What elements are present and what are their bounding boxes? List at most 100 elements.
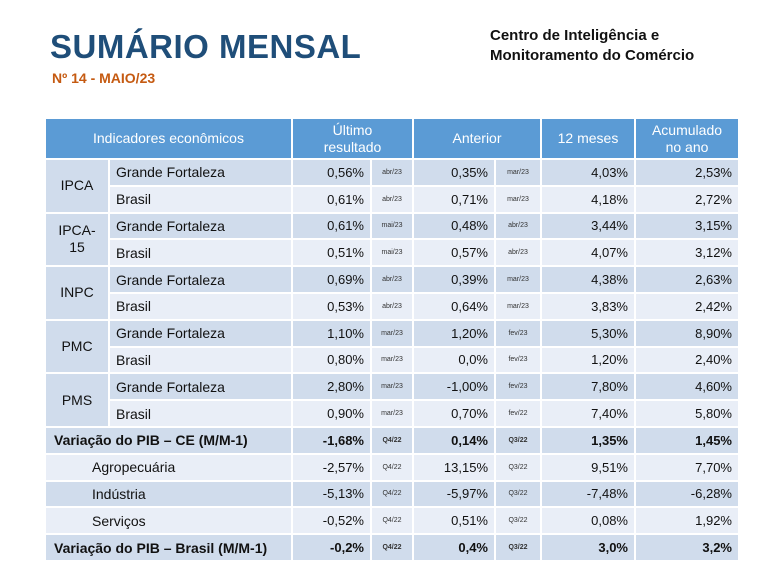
org-line-2: Monitoramento do Comércio	[490, 47, 695, 64]
value-acumulado: 3,2%	[636, 535, 738, 560]
value-12-meses: 4,03%	[542, 160, 634, 185]
table-row: Agropecuária -2,57% Q4/22 13,15% Q3/22 9,51% 7…	[46, 454, 738, 480]
table-row: Brasil 0,80% mar/23 0,0% fev/23 1,20% 2,40%	[46, 347, 738, 373]
value-12-meses: 3,44%	[542, 213, 634, 239]
ref-anterior: fev/22	[496, 401, 540, 426]
table-row: Indústria -5,13% Q4/22 -5,97% Q3/22 -7,48% -6,…	[46, 481, 738, 507]
value-12-meses: 1,20%	[542, 347, 634, 373]
value-ultimo: -1,68%	[293, 427, 370, 453]
value-anterior: 13,15%	[414, 454, 494, 480]
col-header-ultimo: Último resultado	[293, 119, 412, 158]
ref-ultimo: Q4/22	[372, 427, 412, 453]
value-acumulado: 8,90%	[636, 320, 738, 346]
value-acumulado: 1,92%	[636, 508, 738, 534]
value-ultimo: 1,10%	[293, 320, 370, 346]
value-anterior: 0,48%	[414, 213, 494, 239]
ref-anterior: Q3/22	[496, 508, 540, 534]
value-12-meses: 7,40%	[542, 401, 634, 426]
ref-ultimo: Q4/22	[372, 508, 412, 534]
ref-ultimo: mai/23	[372, 213, 412, 239]
value-12-meses: 5,30%	[542, 320, 634, 346]
col-header-ultimo-line1: Último	[332, 121, 373, 138]
row-label: Grande Fortaleza	[110, 374, 291, 400]
table-row: Serviços -0,52% Q4/22 0,51% Q3/22 0,08% 1,92%	[46, 508, 738, 534]
ref-anterior: Q3/22	[496, 535, 540, 560]
row-label: Indústria	[46, 481, 291, 507]
value-anterior: 0,51%	[414, 508, 494, 534]
row-label: Grande Fortaleza	[110, 213, 291, 239]
value-12-meses: 1,35%	[542, 427, 634, 453]
value-anterior: 0,14%	[414, 427, 494, 453]
value-anterior: 0,39%	[414, 267, 494, 292]
ref-anterior: fev/23	[496, 320, 540, 346]
ref-ultimo: abr/23	[372, 160, 412, 185]
value-acumulado: 2,53%	[636, 160, 738, 185]
ref-ultimo: abr/23	[372, 267, 412, 292]
value-12-meses: 4,18%	[542, 186, 634, 212]
col-header-acum-line2: no ano	[665, 138, 709, 155]
row-label: Brasil	[110, 186, 291, 212]
value-12-meses: 7,80%	[542, 374, 634, 400]
row-label: Grande Fortaleza	[110, 267, 291, 292]
table-row: Brasil 0,61% abr/23 0,71% mar/23 4,18% 2,72%	[46, 186, 738, 212]
value-ultimo: 0,80%	[293, 347, 370, 373]
value-ultimo: -2,57%	[293, 454, 370, 480]
ref-ultimo: mar/23	[372, 347, 412, 373]
value-anterior: 0,70%	[414, 401, 494, 426]
value-acumulado: 3,15%	[636, 213, 738, 239]
value-12-meses: 4,38%	[542, 267, 634, 292]
value-acumulado: 2,42%	[636, 293, 738, 319]
value-anterior: 0,4%	[414, 535, 494, 560]
ref-anterior: mar/23	[496, 293, 540, 319]
value-ultimo: -0,2%	[293, 535, 370, 560]
value-12-meses: 4,07%	[542, 240, 634, 266]
table-header: Indicadores econômicos Último resultado A…	[46, 119, 738, 158]
value-anterior: -1,00%	[414, 374, 494, 400]
row-label: Brasil	[110, 293, 291, 319]
group-cell: PMC	[46, 320, 108, 373]
value-12-meses: -7,48%	[542, 481, 634, 507]
value-acumulado: 3,12%	[636, 240, 738, 266]
row-label: Variação do PIB – CE (M/M-1)	[46, 427, 291, 453]
ref-anterior: mar/23	[496, 160, 540, 185]
table-row: IPCA-15 Grande Fortaleza 0,61% mai/23 0,48% a…	[46, 213, 738, 266]
value-12-meses: 3,0%	[542, 535, 634, 560]
value-ultimo: 0,61%	[293, 213, 370, 239]
value-ultimo: 0,53%	[293, 293, 370, 319]
page-title: SUMÁRIO MENSAL	[50, 28, 362, 65]
ref-anterior: abr/23	[496, 213, 540, 239]
table-row: Brasil 0,51% mai/23 0,57% abr/23 4,07% 3,12%	[46, 240, 738, 266]
org-line-1: Centro de Inteligência e	[490, 27, 660, 44]
row-label: Brasil	[110, 347, 291, 373]
row-label: Serviços	[46, 508, 291, 534]
value-ultimo: 0,51%	[293, 240, 370, 266]
row-label: Agropecuária	[46, 454, 291, 480]
col-header-indicadores: Indicadores econômicos	[46, 119, 291, 158]
value-anterior: 1,20%	[414, 320, 494, 346]
value-anterior: -5,97%	[414, 481, 494, 507]
table-row: Brasil 0,53% abr/23 0,64% mar/23 3,83% 2,42%	[46, 293, 738, 319]
value-acumulado: 1,45%	[636, 427, 738, 453]
table-row: INPC Grande Fortaleza 0,69% abr/23 0,39% mar/…	[46, 267, 738, 319]
value-anterior: 0,35%	[414, 160, 494, 185]
table-row: Variação do PIB – Brasil (M/M-1) -0,2% Q4/…	[46, 535, 738, 560]
ref-ultimo: mar/23	[372, 320, 412, 346]
table-row: Brasil 0,90% mar/23 0,70% fev/22 7,40% 5,80%	[46, 401, 738, 426]
issue-subtitle: Nº 14 - MAIO/23	[52, 70, 156, 86]
ref-ultimo: Q4/22	[372, 535, 412, 560]
value-ultimo: -5,13%	[293, 481, 370, 507]
row-label: Variação do PIB – Brasil (M/M-1)	[46, 535, 291, 560]
indicators-table: Indicadores econômicos Último resultado A…	[44, 117, 740, 562]
group-label: PMS	[61, 391, 93, 408]
group-label: PMC	[61, 338, 93, 355]
col-header-acum-line1: Acumulado	[651, 121, 723, 138]
ref-anterior: mar/23	[496, 186, 540, 212]
value-12-meses: 3,83%	[542, 293, 634, 319]
ref-ultimo: mar/23	[372, 374, 412, 400]
group-cell: PMS	[46, 374, 108, 426]
organization-name: Centro de Inteligência e Monitoramento d…	[490, 26, 694, 66]
value-acumulado: -6,28%	[636, 481, 738, 507]
value-anterior: 0,71%	[414, 186, 494, 212]
value-anterior: 0,57%	[414, 240, 494, 266]
value-acumulado: 4,60%	[636, 374, 738, 400]
